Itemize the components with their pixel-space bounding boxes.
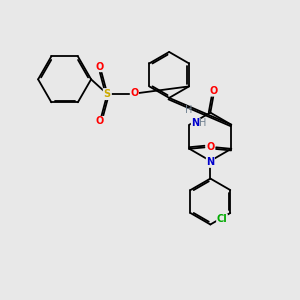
Text: O: O — [96, 116, 104, 126]
Text: H: H — [199, 118, 206, 128]
Text: O: O — [210, 86, 218, 96]
Text: Cl: Cl — [217, 214, 227, 224]
Text: N: N — [191, 118, 200, 128]
Text: H: H — [185, 105, 193, 115]
Text: S: S — [104, 89, 111, 99]
Text: O: O — [96, 62, 104, 72]
Text: O: O — [206, 142, 215, 152]
Text: O: O — [130, 88, 139, 98]
Text: N: N — [206, 158, 214, 167]
Text: O: O — [206, 142, 214, 152]
